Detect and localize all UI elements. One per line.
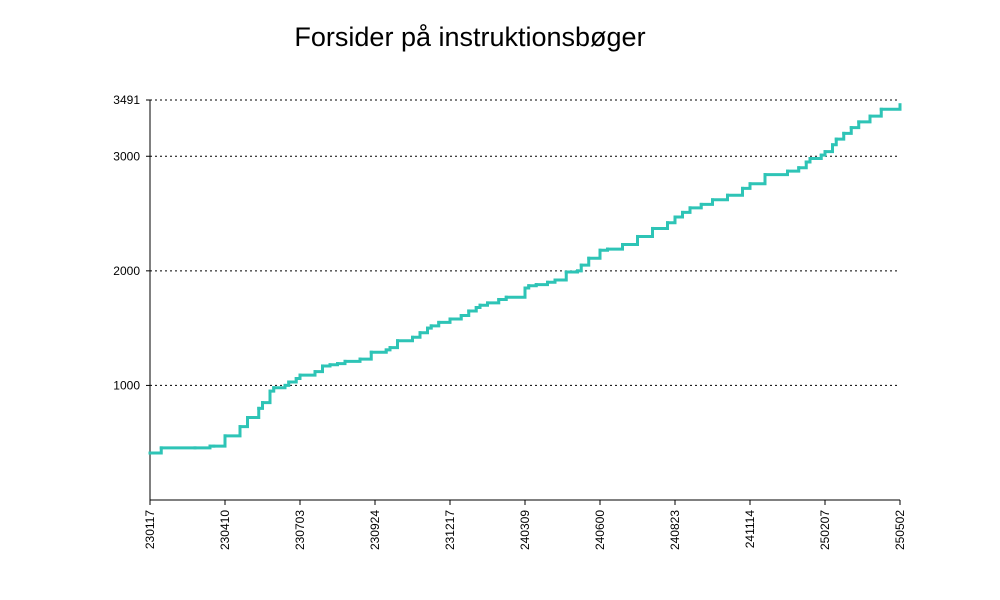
data-point xyxy=(429,324,433,328)
data-point xyxy=(336,362,339,366)
data-point xyxy=(741,186,744,190)
data-point xyxy=(797,166,801,170)
data-point xyxy=(358,357,362,361)
x-tick-label: 230117 xyxy=(143,510,157,549)
data-point xyxy=(298,373,302,377)
data-point xyxy=(411,335,414,339)
data-point xyxy=(388,346,392,350)
x-tick-label: 230703 xyxy=(293,510,307,550)
data-point xyxy=(474,306,478,310)
data-point xyxy=(587,256,591,260)
data-point xyxy=(666,221,669,225)
data-point xyxy=(448,317,452,321)
data-point xyxy=(726,193,729,197)
data-point xyxy=(272,386,276,390)
x-tick-label: 240823 xyxy=(668,510,682,550)
data-point xyxy=(553,278,557,282)
data-point xyxy=(321,364,324,368)
data-point xyxy=(834,137,838,141)
data-point xyxy=(808,157,812,161)
data-point xyxy=(842,131,846,135)
data-point xyxy=(328,363,332,367)
series-line xyxy=(150,104,902,455)
x-tick-label: 231217 xyxy=(443,510,457,550)
data-point xyxy=(396,339,399,343)
data-point xyxy=(527,284,531,288)
data-point xyxy=(418,331,422,335)
data-point xyxy=(699,202,703,206)
data-point xyxy=(546,280,549,284)
x-tick-label: 240600 xyxy=(593,510,607,550)
x-tick-label: 240309 xyxy=(518,510,532,550)
y-tick-label: 3000 xyxy=(113,149,140,163)
data-point xyxy=(898,103,902,107)
data-point xyxy=(711,198,714,202)
data-point xyxy=(437,320,441,324)
data-point xyxy=(148,451,152,455)
data-point xyxy=(486,301,489,305)
x-tick-label: 250207 xyxy=(818,510,832,550)
data-point xyxy=(849,126,853,130)
data-point xyxy=(426,326,429,330)
data-point xyxy=(621,242,624,246)
data-point xyxy=(261,401,264,405)
data-point xyxy=(478,303,482,307)
x-tick-label: 250502 xyxy=(893,510,907,550)
y-tick-label: 2000 xyxy=(113,264,140,278)
chart-title: Forsider på instruktionsbøger xyxy=(294,22,646,52)
data-point xyxy=(763,173,767,177)
data-point xyxy=(283,383,287,387)
data-point xyxy=(579,263,583,267)
data-point xyxy=(786,169,789,173)
data-point xyxy=(193,446,197,450)
data-point xyxy=(651,226,654,230)
data-point xyxy=(534,283,538,287)
data-point xyxy=(313,370,317,374)
data-point xyxy=(879,107,883,111)
data-point xyxy=(673,215,677,219)
data-point xyxy=(504,295,508,299)
data-point xyxy=(688,206,692,210)
data-point xyxy=(606,247,609,251)
data-point xyxy=(681,210,684,214)
data-point xyxy=(598,248,602,252)
data-point xyxy=(459,314,463,318)
data-point xyxy=(223,434,227,438)
x-tick-label: 230410 xyxy=(218,510,232,550)
data-point xyxy=(287,380,291,384)
data-point xyxy=(564,270,568,274)
data-point xyxy=(467,309,471,313)
data-point xyxy=(636,234,639,238)
data-point xyxy=(212,444,216,448)
data-point xyxy=(294,377,298,381)
data-point xyxy=(208,444,212,448)
data-point xyxy=(246,416,249,420)
data-point xyxy=(868,114,872,118)
data-point xyxy=(823,150,827,154)
data-point xyxy=(576,269,579,273)
data-point xyxy=(857,120,861,124)
x-tick-label: 241114 xyxy=(743,510,757,549)
y-tick-label: 3491 xyxy=(113,93,140,107)
x-tick-label: 230924 xyxy=(368,510,382,550)
y-tick-label: 1000 xyxy=(113,378,140,392)
data-point xyxy=(384,348,388,352)
data-point xyxy=(238,425,242,429)
data-point xyxy=(831,143,834,147)
data-point xyxy=(159,446,163,450)
data-point xyxy=(268,389,272,393)
data-point xyxy=(369,350,373,354)
data-point xyxy=(343,359,347,363)
data-point xyxy=(748,182,752,186)
data-point xyxy=(804,160,808,164)
data-point xyxy=(819,153,823,157)
data-point xyxy=(523,286,527,290)
data-point xyxy=(497,297,501,301)
data-point xyxy=(257,406,261,410)
